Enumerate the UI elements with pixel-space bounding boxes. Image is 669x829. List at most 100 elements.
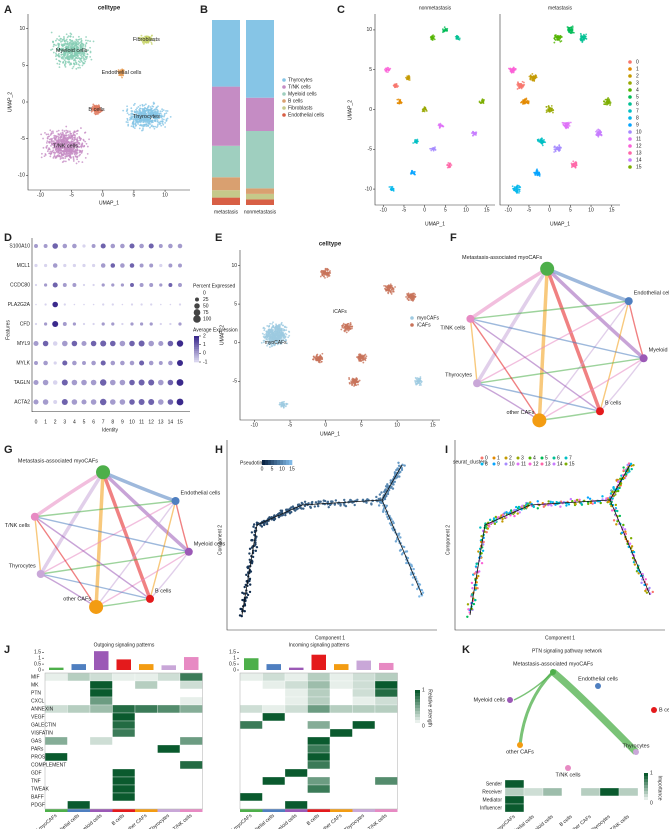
cell-point: [343, 326, 346, 329]
node: [540, 261, 555, 276]
colorbar-step: [274, 460, 278, 465]
x-axis-label: UMAP_1: [320, 431, 340, 437]
cell-point: [254, 549, 258, 553]
legend-title: Percent Expressed: [193, 283, 235, 289]
dot: [158, 340, 164, 347]
cell-point: [70, 132, 72, 135]
cell-point: [84, 47, 87, 50]
node: [473, 379, 482, 388]
cell-point: [84, 156, 87, 159]
cell-point: [344, 329, 346, 332]
cell-point: [544, 141, 547, 144]
x-axis-label: UMAP_1: [425, 221, 445, 227]
cell-point: [78, 141, 80, 144]
cell-point: [73, 46, 76, 49]
cell-point: [386, 492, 390, 496]
cell-point: [69, 42, 72, 45]
x-tick-label: 0: [548, 207, 551, 213]
node-label: Myeloid cells: [649, 348, 669, 354]
cell-point: [351, 327, 353, 330]
legend-label: 7: [636, 108, 639, 114]
cell-point: [68, 48, 71, 51]
cell-point: [72, 131, 75, 134]
cell-point: [89, 46, 92, 49]
dot: [111, 322, 115, 326]
cell-point: [51, 48, 54, 51]
cell-point: [387, 517, 390, 521]
y-tick-label: -5: [233, 379, 238, 385]
cell-point: [78, 154, 81, 157]
dot: [63, 303, 66, 306]
cell-point: [133, 127, 136, 130]
cell-point: [245, 573, 248, 577]
cell-point: [75, 43, 78, 46]
cell-point: [156, 120, 159, 123]
cell-point: [40, 133, 43, 136]
dot: [110, 340, 116, 347]
cell-point: [120, 73, 123, 76]
cell-point: [510, 70, 513, 73]
cell-point: [74, 48, 76, 50]
legend-label: 10: [279, 466, 285, 472]
cell-point: [278, 330, 281, 333]
cell-point: [56, 130, 58, 133]
cell-point: [65, 38, 68, 41]
cell-point: [80, 37, 83, 40]
cluster-label: Myeloid cells: [56, 48, 88, 54]
cell-point: [278, 323, 281, 326]
cell-point: [63, 52, 66, 55]
cell-point: [278, 403, 281, 406]
cell-point: [396, 98, 399, 101]
dot: [52, 282, 58, 288]
cell-point: [156, 109, 159, 111]
cell-point: [321, 274, 324, 277]
legend-label: Fibroblasts: [288, 105, 313, 111]
cell-point: [597, 128, 600, 131]
cell-point: [585, 38, 588, 40]
cell-point: [70, 50, 73, 53]
node: [36, 570, 45, 578]
cell-point: [606, 103, 608, 106]
x-axis-label: Component 1: [315, 635, 345, 641]
y-tick-label: -5: [368, 147, 373, 153]
x-tick-label: 6: [92, 419, 95, 425]
cell-point: [429, 36, 432, 39]
cell-point: [271, 323, 274, 325]
legend-label: 8: [636, 115, 639, 121]
dot: [129, 399, 135, 405]
x-tick-label: -5: [527, 207, 532, 213]
edge: [476, 357, 644, 384]
cell-point: [71, 43, 74, 46]
cell-point: [72, 158, 75, 161]
cell-point: [378, 493, 382, 496]
dot: [148, 243, 154, 249]
cell-point: [316, 504, 320, 508]
cell-point: [73, 50, 75, 53]
cell-point: [339, 504, 342, 507]
cell-point: [333, 503, 337, 506]
cell-point: [411, 169, 414, 172]
dot: [110, 243, 116, 249]
cell-point: [66, 40, 69, 43]
cell-point: [393, 480, 397, 483]
dot: [130, 303, 134, 306]
cell-point: [65, 48, 67, 51]
cell-point: [55, 44, 57, 47]
cell-point: [63, 59, 66, 62]
cell-point: [162, 123, 165, 126]
cell-point: [414, 173, 416, 176]
cell-point: [59, 136, 62, 139]
dot: [119, 379, 126, 386]
cell-point: [573, 31, 575, 34]
cell-point: [537, 140, 539, 142]
cell-point: [52, 51, 55, 54]
subplot-title: metastasis: [548, 5, 572, 11]
cell-point: [517, 86, 520, 88]
y-tick-label: -5: [21, 136, 26, 142]
y-axis-label: UMAP_2: [219, 325, 225, 345]
cell-point: [574, 161, 577, 164]
cell-point: [73, 152, 76, 155]
dot: [43, 360, 48, 366]
cell-point: [560, 40, 563, 42]
cell-point: [136, 107, 138, 110]
